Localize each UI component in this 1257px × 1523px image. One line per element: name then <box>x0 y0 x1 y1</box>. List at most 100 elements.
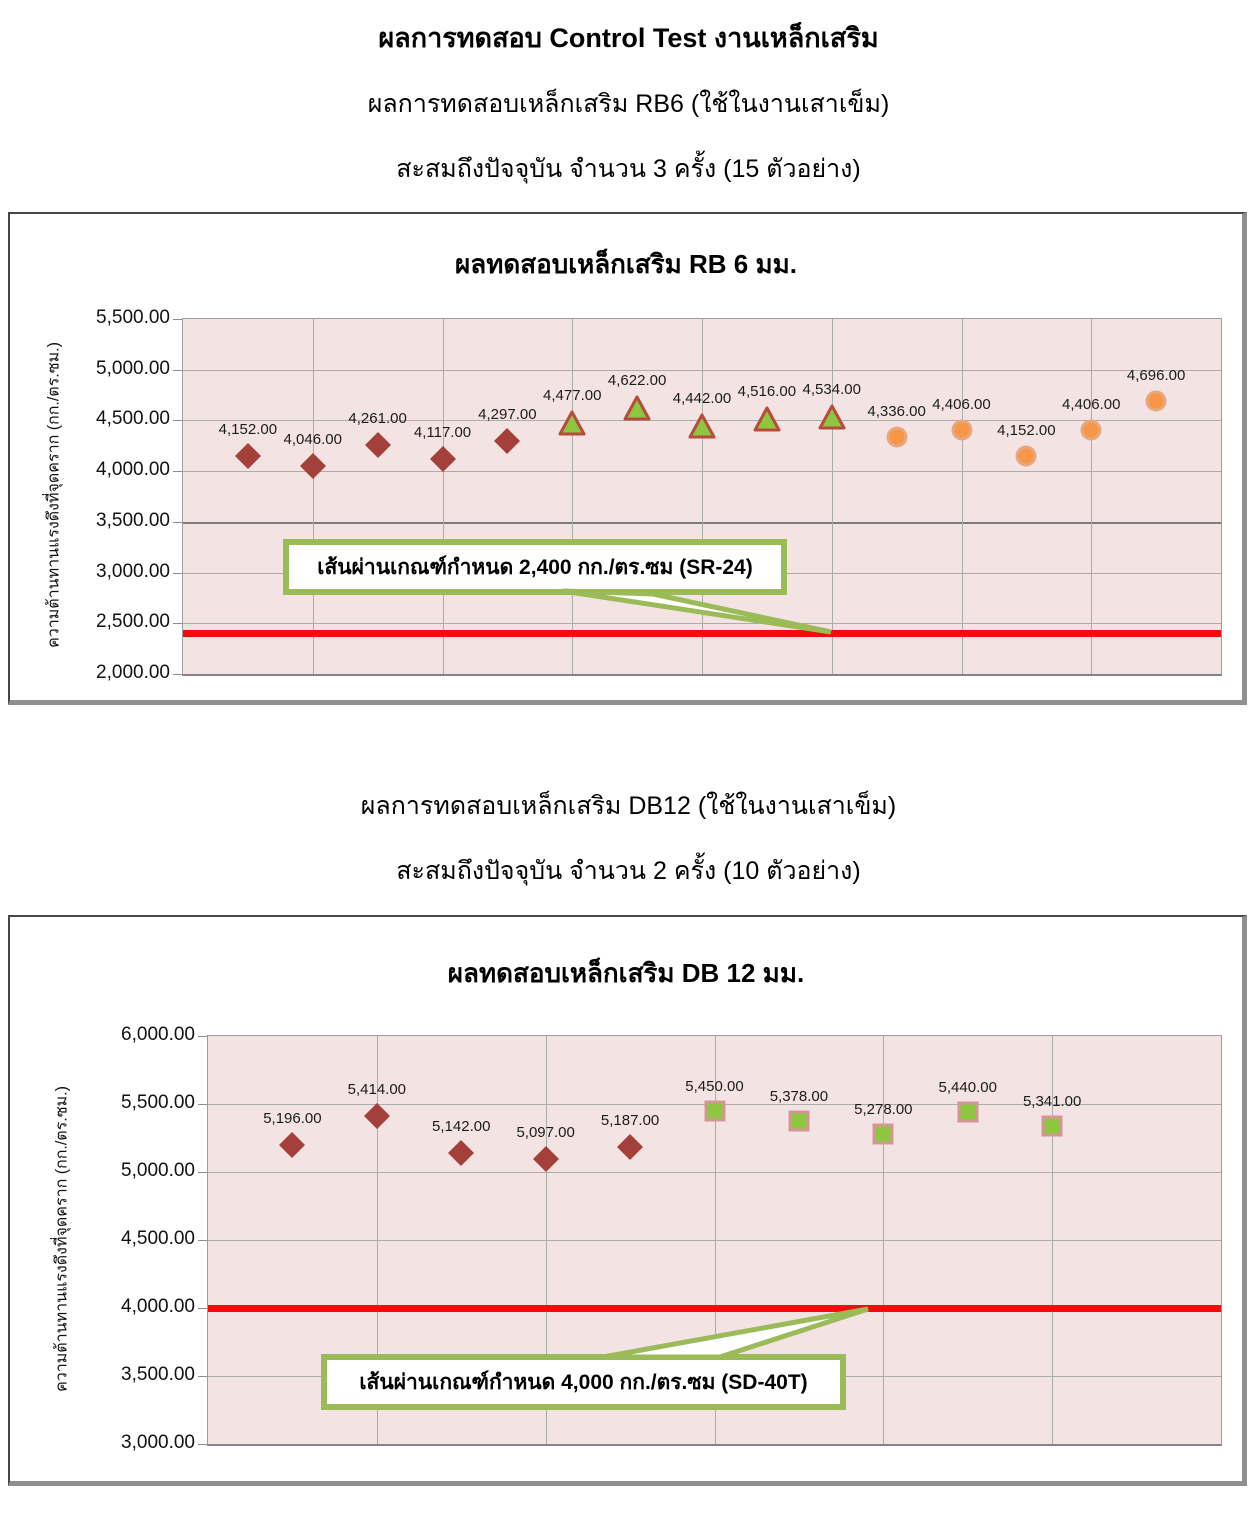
data-point-marker-diamond <box>429 446 456 473</box>
y-tick-mark <box>198 1376 207 1377</box>
data-point-marker-diamond <box>279 1132 306 1159</box>
data-point-label: 5,414.00 <box>347 1080 407 1098</box>
data-point-label: 5,378.00 <box>769 1087 829 1105</box>
data-point-label: 4,516.00 <box>737 382 797 400</box>
data-point-label: 4,297.00 <box>478 406 537 424</box>
spec-line-callout: เส้นผ่านเกณฑ์กำหนด 4,000 กก./ตร.ซม (SD-4… <box>321 1354 846 1410</box>
y-tick-mark <box>173 521 182 523</box>
data-point-label: 4,117.00 <box>413 424 472 442</box>
y-tick-label: 4,500.00 <box>96 408 170 430</box>
data-point-marker-diamond <box>363 1102 390 1129</box>
data-point-label: 4,442.00 <box>672 390 732 408</box>
gridline-vertical <box>1091 319 1093 674</box>
gridline-vertical <box>376 1036 378 1444</box>
data-point-marker-circle <box>1145 390 1167 412</box>
gridline-vertical <box>831 319 833 674</box>
y-axis-labels: 2,000.00 2,500.00 3,000.00 3,500.00 4,000.00… <box>10 307 170 683</box>
y-tick-mark <box>173 471 182 473</box>
data-point-label: 5,097.00 <box>516 1123 575 1141</box>
section2-subtitle-1: ผลการทดสอบเหล็กเสริม DB12 (ใช้ในงานเสาเข… <box>360 792 897 820</box>
data-point-label: 5,278.00 <box>854 1101 913 1119</box>
data-point-marker-triangle <box>623 395 651 421</box>
y-tick-mark <box>198 1444 207 1445</box>
section1-subtitle-1: ผลการทดสอบเหล็กเสริม RB6 (ใช้ในงานเสาเข็… <box>367 90 890 118</box>
data-point-marker-diamond <box>448 1139 475 1166</box>
gridline-vertical <box>961 319 963 674</box>
y-tick-label: 4,000.00 <box>96 459 170 481</box>
y-tick-mark <box>198 1308 207 1309</box>
y-tick-label: 5,500.00 <box>96 307 170 328</box>
y-tick-mark <box>173 572 182 574</box>
y-tick-label: 3,000.00 <box>121 1432 195 1453</box>
y-tick-mark <box>198 1172 207 1173</box>
section1-subtitle-2: สะสมถึงปัจจุบัน จำนวน 3 ครั้ง (15 ตัวอย่… <box>396 155 861 183</box>
data-point-marker-circle <box>951 419 972 441</box>
y-tick-mark <box>173 420 182 422</box>
y-tick-label: 5,000.00 <box>121 1160 195 1181</box>
data-point-marker-square <box>957 1101 979 1123</box>
gridline-vertical <box>545 1036 547 1444</box>
page-title: ผลการทดสอบ Control Test งานเหล็กเสริม <box>378 23 879 53</box>
data-point-label: 5,142.00 <box>432 1117 491 1135</box>
data-point-label: 4,622.00 <box>607 372 667 390</box>
y-axis-labels: 3,000.00 3,500.00 4,000.00 4,500.00 5,000.00… <box>10 1024 195 1453</box>
y-tick-label: 2,500.00 <box>96 611 170 633</box>
data-point-marker-triangle <box>818 404 846 430</box>
y-tick-mark <box>173 319 182 320</box>
data-point-label: 4,152.00 <box>218 420 278 438</box>
spec-line-callout: เส้นผ่านเกณฑ์กำหนด 2,400 กก./ตร.ซม (SR-2… <box>283 539 787 595</box>
data-point-marker-circle <box>1080 419 1102 441</box>
y-tick-mark <box>198 1104 207 1105</box>
data-point-marker-square <box>872 1123 894 1145</box>
data-point-marker-diamond <box>299 453 326 480</box>
data-point-marker-diamond <box>532 1145 559 1172</box>
data-point-label: 4,046.00 <box>283 431 342 449</box>
chart-title: ผลทดสอบเหล็กเสริม DB 12 มม. <box>447 958 805 988</box>
chart-frame-db12: ผลทดสอบเหล็กเสริม DB 12 มม. ความต้านทานแ… <box>8 915 1247 1486</box>
data-point-label: 4,336.00 <box>867 403 926 421</box>
y-tick-label: 4,000.00 <box>121 1296 195 1317</box>
data-point-marker-diamond <box>234 442 261 469</box>
y-tick-label: 5,000.00 <box>96 357 170 379</box>
data-point-label: 4,152.00 <box>997 421 1056 439</box>
data-point-label: 5,187.00 <box>600 1111 660 1129</box>
data-point-marker-circle <box>886 426 908 448</box>
spec-limit-line <box>208 1305 1221 1312</box>
data-point-label: 4,534.00 <box>802 380 861 398</box>
data-point-marker-square <box>788 1110 810 1132</box>
data-point-label: 4,696.00 <box>1126 366 1186 384</box>
y-tick-mark <box>198 1240 207 1241</box>
y-tick-mark <box>198 1036 207 1037</box>
chart-frame-rb6: ผลทดสอบเหล็กเสริม RB 6 มม. ความต้านทานแร… <box>8 212 1247 705</box>
data-point-label: 5,440.00 <box>938 1079 997 1097</box>
spec-line-callout-label: เส้นผ่านเกณฑ์กำหนด 4,000 กก./ตร.ซม (SD-4… <box>359 1370 808 1394</box>
data-point-marker-triangle <box>558 410 586 436</box>
y-tick-label: 3,500.00 <box>121 1364 195 1385</box>
data-point-label: 4,406.00 <box>1062 395 1121 413</box>
plot-area: เส้นผ่านเกณฑ์กำหนด 2,400 กก./ตร.ซม (SR-2… <box>173 318 1222 676</box>
spec-limit-line <box>183 630 1221 638</box>
gridline-vertical <box>572 319 574 674</box>
y-tick-label: 2,000.00 <box>96 662 170 683</box>
y-tick-label: 3,500.00 <box>96 509 170 531</box>
y-tick-label: 4,500.00 <box>121 1228 195 1249</box>
plot-area: เส้นผ่านเกณฑ์กำหนด 4,000 กก./ตร.ซม (SD-4… <box>198 1035 1222 1446</box>
y-tick-label: 5,500.00 <box>121 1092 195 1113</box>
y-tick-label: 3,000.00 <box>96 560 170 582</box>
data-point-label: 5,341.00 <box>1022 1092 1082 1110</box>
y-tick-label: 6,000.00 <box>121 1024 195 1045</box>
data-point-marker-diamond <box>364 431 391 458</box>
gridline-vertical <box>883 1036 885 1444</box>
data-point-marker-diamond <box>494 428 521 455</box>
chart-title: ผลทดสอบเหล็กเสริม RB 6 มม. <box>455 249 797 279</box>
gridline-vertical <box>442 319 444 674</box>
y-tick-mark <box>173 623 182 625</box>
y-tick-mark <box>173 369 182 371</box>
section2-subtitle-2: สะสมถึงปัจจุบัน จำนวน 2 ครั้ง (10 ตัวอย่… <box>396 857 861 885</box>
data-point-label: 4,477.00 <box>543 386 602 404</box>
spec-line-callout-label: เส้นผ่านเกณฑ์กำหนด 2,400 กก./ตร.ซม (SR-2… <box>317 555 753 579</box>
data-point-marker-circle <box>1015 445 1037 467</box>
data-point-label: 5,196.00 <box>263 1110 322 1128</box>
y-tick-mark <box>173 674 182 675</box>
data-point-marker-square <box>704 1100 725 1122</box>
